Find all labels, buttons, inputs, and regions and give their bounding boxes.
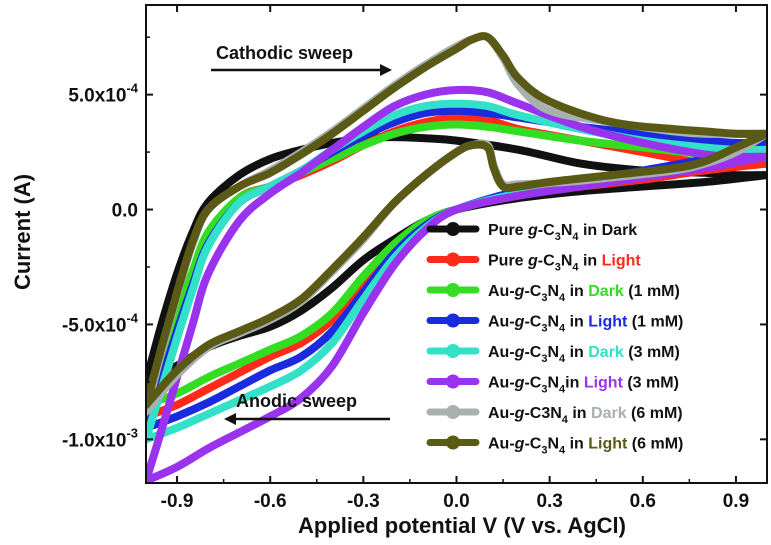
x-tick-label: 0.3 [536, 491, 562, 512]
y-tick-label: 5.0x10-4 [68, 81, 138, 107]
series-layer [146, 32, 767, 483]
x-tick-label: 0.0 [443, 491, 469, 512]
series-8-forward-line [146, 32, 767, 409]
legend-label: Au-g-C3N4 in Light (1 mM) [488, 314, 683, 335]
legend-label: Pure g-C3N4 in Dark [488, 222, 637, 243]
legend-marker [446, 222, 460, 236]
series-3-forward-line [146, 120, 767, 409]
legend-label: Pure g-C3N4 in Light [488, 253, 641, 274]
x-tick-label: -0.3 [347, 491, 380, 512]
x-tick-label: 0.9 [723, 491, 749, 512]
legend-marker [446, 435, 460, 450]
axis-ticks: -0.9 -0.6 -0.3 0.0 0.3 0.6 0.9 5.0x10-4 0.0 -5.0x… [62, 5, 767, 512]
legend-entry-3: Au-g-C3N4 in Dark (1 mM) [426, 283, 680, 304]
legend-label: Au-g-C3N4 in Dark (6 mM) [488, 405, 683, 426]
series-8 [146, 32, 767, 409]
anodic-sweep-label: Anodic sweep [236, 391, 357, 411]
y-tick-label: 0.0 [112, 201, 138, 222]
legend-entry-1: Pure g-C3N4 in Dark [426, 222, 637, 243]
x-tick-label: -0.6 [254, 491, 287, 512]
legend-marker [446, 344, 460, 358]
legend-marker [446, 252, 460, 267]
anodic-arrowhead [224, 413, 236, 425]
legend-label: Au-g-C3N4in Light (3 mM) [488, 375, 679, 396]
cathodic-annotation: Cathodic sweep [211, 43, 392, 76]
legend-entry-6: Au-g-C3N4in Light (3 mM) [426, 374, 679, 396]
x-tick-label: -0.9 [161, 491, 194, 512]
anodic-annotation: Anodic sweep [224, 391, 390, 425]
cathodic-sweep-label: Cathodic sweep [216, 43, 353, 63]
y-tick-label: -1.0x10-3 [62, 425, 138, 451]
series-6-reverse-line [146, 152, 767, 483]
legend-marker [446, 313, 460, 328]
legend-entry-4: Au-g-C3N4 in Light (1 mM) [426, 313, 683, 335]
legend-marker [446, 374, 460, 389]
x-tick-label: 0.6 [630, 491, 656, 512]
legend-label: Au-g-C3N4 in Dark (3 mM) [488, 344, 680, 365]
series-8-reverse-line [146, 129, 767, 409]
series-6 [146, 85, 767, 483]
legend-label: Au-g-C3N4 in Light (6 mM) [488, 436, 683, 457]
legend-entry-2: Pure g-C3N4 in Light [426, 252, 641, 274]
series-6-forward-line [146, 85, 767, 483]
legend-entry-7: Au-g-C3N4 in Dark (6 mM) [426, 405, 683, 426]
legend-entry-5: Au-g-C3N4 in Dark (3 mM) [426, 344, 680, 365]
legend-marker [446, 405, 460, 419]
legend-marker [446, 283, 460, 297]
cathodic-arrowhead [380, 64, 392, 76]
legend-label: Au-g-C3N4 in Dark (1 mM) [488, 283, 680, 304]
legend-entry-8: Au-g-C3N4 in Light (6 mM) [426, 435, 683, 457]
y-tick-label: -5.0x10-4 [62, 310, 139, 336]
x-axis-title: Applied potential V (V vs. AgCl) [298, 513, 626, 538]
legend: Pure g-C3N4 in Dark Pure g-C3N4 in Light A… [426, 222, 683, 457]
y-axis-title: Current (A) [10, 174, 35, 290]
